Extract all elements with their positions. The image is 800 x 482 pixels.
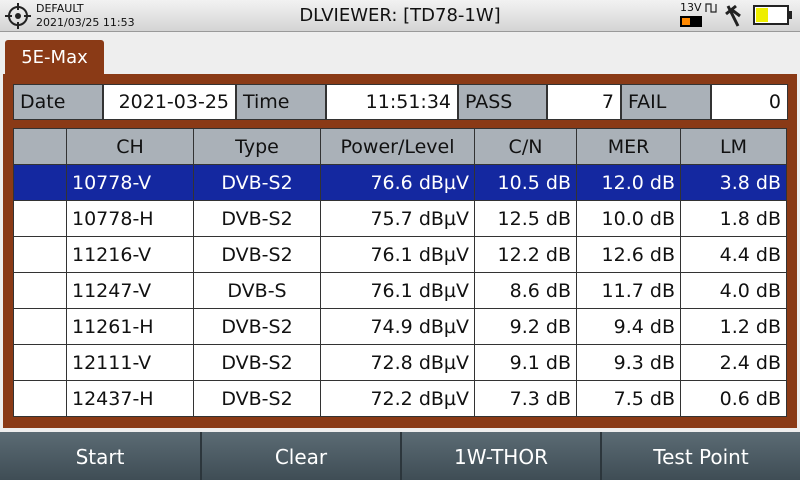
table-cell: 74.9 dBµV xyxy=(320,308,475,345)
table-cell: 12.5 dB xyxy=(474,200,577,237)
softkey[interactable]: Test Point xyxy=(600,432,800,480)
row-marker xyxy=(13,236,67,273)
table-cell: 76.1 dBµV xyxy=(320,236,475,273)
fail-label: FAIL xyxy=(621,84,711,120)
header-row: CH Type Power/Level C/N MER LM xyxy=(13,128,787,165)
table-cell: DVB-S2 xyxy=(193,200,321,237)
table-cell: 7.5 dB xyxy=(576,380,681,417)
table-row[interactable]: 11216-V DVB-S2 76.1 dBµV 12.2 dB 12.6 dB 4.4 … xyxy=(13,236,787,273)
table-cell: 11261-H xyxy=(66,308,194,345)
profile: DEFAULT xyxy=(36,2,84,15)
fail-value: 0 xyxy=(711,84,788,120)
table-cell: 76.1 dBµV xyxy=(320,272,475,309)
pass-value: 7 xyxy=(547,84,621,120)
voltage: 13V xyxy=(680,1,702,14)
header-cell: MER xyxy=(576,128,681,165)
table-row[interactable]: 12437-H DVB-S2 72.2 dBµV 7.3 dB 7.5 dB 0.6 dB xyxy=(13,380,787,417)
table-cell: DVB-S xyxy=(193,272,321,309)
softkey[interactable]: Clear xyxy=(200,432,400,480)
softkey[interactable]: Start xyxy=(75,445,125,469)
header-cell: LM xyxy=(680,128,787,165)
time-label: Time xyxy=(236,84,326,120)
table-cell: 12111-V xyxy=(66,344,194,381)
header-cell: Power/Level xyxy=(320,128,475,165)
table-cell: 4.4 dB xyxy=(680,236,787,273)
date-label: Date xyxy=(13,84,103,120)
table-cell: DVB-S2 xyxy=(193,236,321,273)
table-cell: 12.0 dB xyxy=(576,164,681,201)
table-cell: DVB-S2 xyxy=(193,344,321,381)
table-cell: 10778-H xyxy=(66,200,194,237)
table-cell: 75.7 dBµV xyxy=(320,200,475,237)
table-row[interactable]: 10778-V DVB-S2 76.6 dBµV 10.5 dB 12.0 dB 3.8 … xyxy=(13,164,787,201)
date-value: 2021-03-25 xyxy=(103,84,236,120)
table-cell: 9.2 dB xyxy=(474,308,577,345)
gps-icon xyxy=(5,3,31,29)
softkey[interactable]: 1W-THOR xyxy=(400,432,600,480)
header-cell: C/N xyxy=(474,128,577,165)
table-row[interactable]: 11261-H DVB-S2 74.9 dBµV 9.2 dB 9.4 dB 1.2 dB xyxy=(13,308,787,345)
softkey-bar: Start Clear 1W-THOR Test Point xyxy=(0,432,800,480)
table-cell: 1.8 dB xyxy=(680,200,787,237)
table-cell: 1.2 dB xyxy=(680,308,787,345)
pass-label: PASS xyxy=(458,84,547,120)
table-cell: 9.4 dB xyxy=(576,308,681,345)
table-cell: 72.8 dBµV xyxy=(320,344,475,381)
table-cell: 8.6 dB xyxy=(474,272,577,309)
table-cell: 72.2 dBµV xyxy=(320,380,475,417)
table-cell: 7.3 dB xyxy=(474,380,577,417)
table-cell: 11216-V xyxy=(66,236,194,273)
table-cell: 9.3 dB xyxy=(576,344,681,381)
table-cell: 10.5 dB xyxy=(474,164,577,201)
status-icons xyxy=(680,3,792,27)
table-cell: DVB-S2 xyxy=(193,308,321,345)
table-row[interactable]: 11247-V DVB-S 76.1 dBµV 8.6 dB 11.7 dB 4.0 dB xyxy=(13,272,787,309)
row-marker xyxy=(13,272,67,309)
row-marker xyxy=(13,308,67,345)
table-cell: 12437-H xyxy=(66,380,194,417)
table-row[interactable]: 12111-V DVB-S2 72.8 dBµV 9.1 dB 9.3 dB 2.4 dB xyxy=(13,344,787,381)
table-cell: 0.6 dB xyxy=(680,380,787,417)
table-cell: 4.0 dB xyxy=(680,272,787,309)
row-marker xyxy=(13,164,67,201)
table-cell: 12.2 dB xyxy=(474,236,577,273)
table-cell: 12.6 dB xyxy=(576,236,681,273)
table-cell: 11247-V xyxy=(66,272,194,309)
results-table: CH Type Power/Level C/N MER LM 10778-V DVB-S2 76… xyxy=(13,128,787,417)
title: DLVIEWER: [TD78-1W] xyxy=(299,5,501,26)
header-cell xyxy=(13,128,67,165)
time-value: 11:51:34 xyxy=(326,84,458,120)
row-marker xyxy=(13,380,67,417)
table-row[interactable]: 10778-H DVB-S2 75.7 dBµV 12.5 dB 10.0 dB 1.8 … xyxy=(13,200,787,237)
datetime: 2021/03/25 11:53 xyxy=(36,16,135,29)
row-marker xyxy=(13,344,67,381)
table-cell: 9.1 dB xyxy=(474,344,577,381)
header-cell: CH xyxy=(66,128,194,165)
table-cell: DVB-S2 xyxy=(193,164,321,201)
status-bar: DEFAULT 2021/03/25 11:53 DLVIEWER: [TD78… xyxy=(0,0,800,32)
table-cell: 2.4 dB xyxy=(680,344,787,381)
table-cell: 10778-V xyxy=(66,164,194,201)
tab[interactable]: 5E-Max xyxy=(5,40,104,76)
table-cell: 3.8 dB xyxy=(680,164,787,201)
table-cell: 10.0 dB xyxy=(576,200,681,237)
row-marker xyxy=(13,200,67,237)
table-cell: DVB-S2 xyxy=(193,380,321,417)
table-cell: 11.7 dB xyxy=(576,272,681,309)
header-cell: Type xyxy=(193,128,321,165)
table-cell: 76.6 dBµV xyxy=(320,164,475,201)
